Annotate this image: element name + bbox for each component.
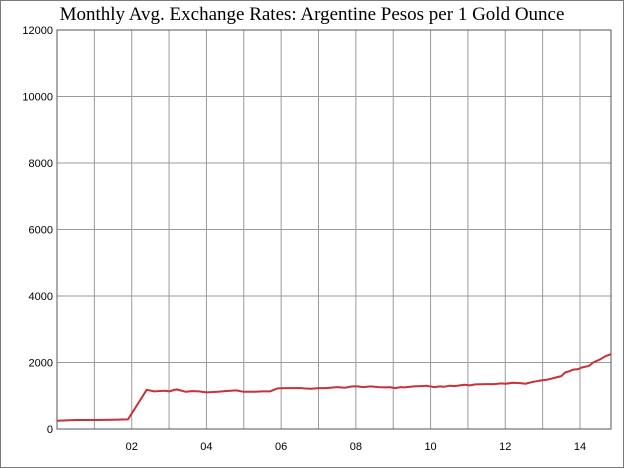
x-tick-label: 06 [275, 441, 287, 453]
grid [57, 29, 611, 430]
series-line [56, 353, 612, 422]
x-tick-label: 04 [200, 441, 212, 453]
x-tick-label: 08 [350, 441, 362, 453]
y-tick-label: 12000 [22, 25, 53, 37]
plot-area [56, 29, 612, 430]
x-axis-tick-labels: 02 04 06 08 10 12 14 [126, 441, 587, 453]
y-axis-tick-labels: 0 2000 4000 6000 8000 10000 12000 [22, 25, 53, 436]
x-tick-label: 02 [126, 441, 138, 453]
x-tick-label: 10 [424, 441, 436, 453]
y-tick-label: 6000 [29, 225, 53, 237]
chart-title: Monthly Avg. Exchange Rates: Argentine P… [59, 4, 565, 25]
y-tick-label: 10000 [22, 92, 53, 104]
x-tick-label: 12 [499, 441, 511, 453]
x-tick-label: 14 [574, 441, 586, 453]
y-tick-label: 0 [47, 424, 53, 436]
y-tick-label: 2000 [29, 358, 53, 370]
y-tick-label: 8000 [29, 158, 53, 170]
y-tick-label: 4000 [29, 291, 53, 303]
